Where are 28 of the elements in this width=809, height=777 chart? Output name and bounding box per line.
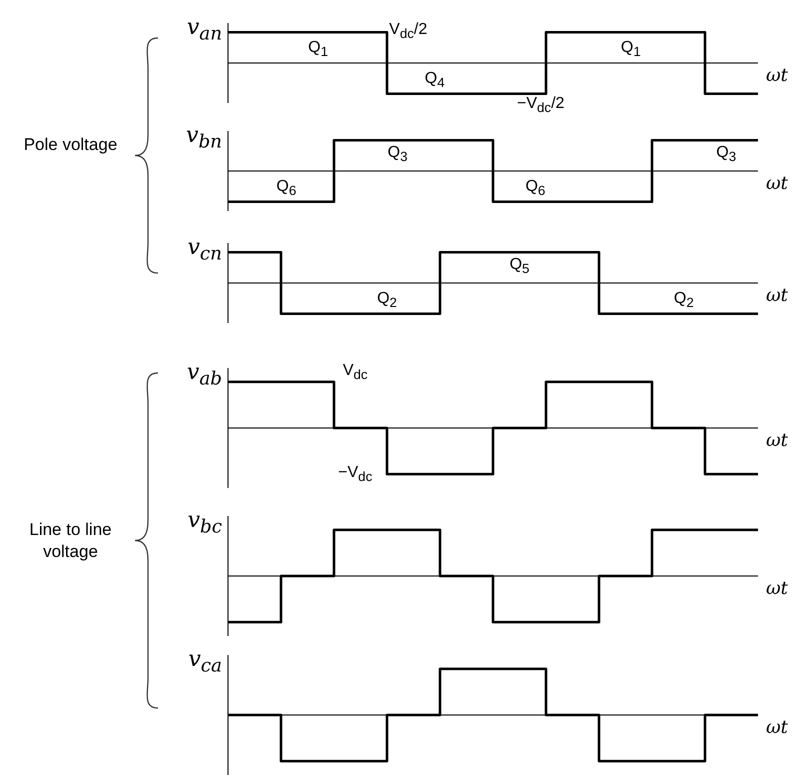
annotation: Q$_{2}$ bbox=[674, 290, 694, 310]
x-axis-title: ωt bbox=[766, 717, 788, 738]
x-axis-title: ωt bbox=[766, 430, 788, 451]
x-axis-title: ωt bbox=[766, 173, 788, 194]
y-axis-title: v$_{ca}$ bbox=[188, 647, 222, 676]
text: Pole voltage bbox=[22, 134, 118, 156]
y-axis-title: v$_{bn}$ bbox=[186, 123, 222, 152]
text: −V$_{dc}$/2 bbox=[516, 94, 564, 115]
annotation: V$_{dc}$/2 bbox=[389, 20, 428, 41]
annotation: −V$_{dc}$ bbox=[338, 464, 372, 484]
annotation: Q$_{1}$ bbox=[308, 39, 328, 60]
y-axis-title: v$_{an}$ bbox=[186, 15, 222, 44]
x-axis-title: ωt bbox=[766, 285, 788, 306]
x-axis-title: ωt bbox=[766, 65, 788, 86]
y-axis-title: v$_{bc}$ bbox=[188, 508, 222, 538]
x-axis-title: ωt bbox=[766, 578, 788, 599]
annotation: Q$_{3}$ bbox=[716, 144, 736, 164]
y-axis-title: v$_{cn}$ bbox=[187, 235, 222, 264]
annotation: Q$_{5}$ bbox=[510, 256, 530, 276]
y-axis-title: v$_{ab}$ bbox=[186, 360, 222, 390]
text: Line to line voltage bbox=[28, 518, 113, 562]
annotation: Q$_{6}$ bbox=[276, 178, 296, 198]
annotation: Q$_{1}$ bbox=[620, 39, 641, 60]
annotation: Q$_{4}$ bbox=[424, 70, 445, 90]
annotation: Q$_{6}$ bbox=[525, 178, 546, 198]
annotation: Q$_{3}$ bbox=[388, 144, 408, 164]
annotation: Q$_{2}$ bbox=[377, 290, 397, 310]
text: V$_{dc}$ bbox=[342, 362, 368, 382]
